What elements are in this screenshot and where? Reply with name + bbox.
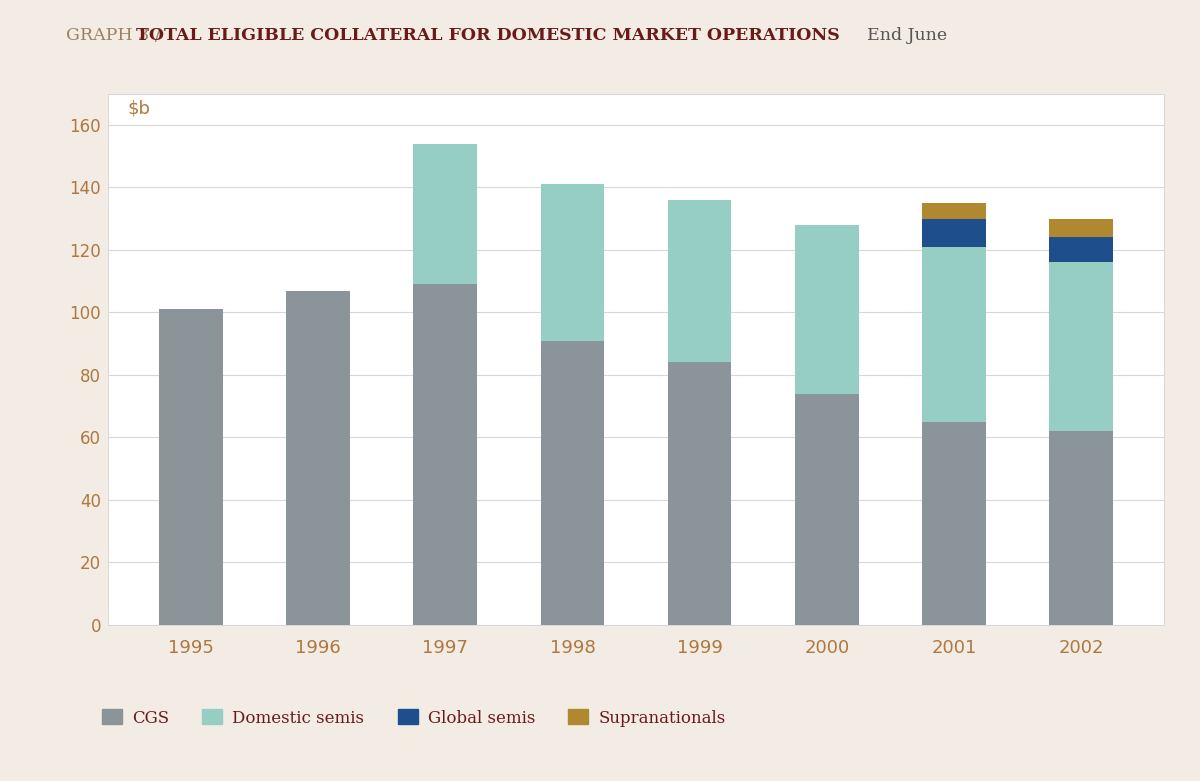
Bar xyxy=(668,200,732,362)
Bar xyxy=(796,225,859,394)
Bar xyxy=(286,291,349,625)
Text: TOTAL ELIGIBLE COLLATERAL FOR DOMESTIC MARKET OPERATIONS: TOTAL ELIGIBLE COLLATERAL FOR DOMESTIC M… xyxy=(136,27,839,45)
Text: GRAPH 3 /: GRAPH 3 / xyxy=(66,27,166,45)
Bar xyxy=(1050,237,1114,262)
Bar xyxy=(923,219,986,247)
Bar xyxy=(923,247,986,422)
Legend: CGS, Domestic semis, Global semis, Supranationals: CGS, Domestic semis, Global semis, Supra… xyxy=(95,703,732,733)
Bar xyxy=(796,394,859,625)
Bar xyxy=(1050,262,1114,431)
Bar xyxy=(540,184,604,341)
Bar xyxy=(413,284,476,625)
Bar xyxy=(1050,219,1114,237)
Bar xyxy=(923,422,986,625)
Bar xyxy=(158,309,222,625)
Text: End June: End June xyxy=(856,27,947,45)
Bar xyxy=(413,144,476,284)
Bar xyxy=(540,341,604,625)
Bar xyxy=(923,203,986,219)
Bar xyxy=(668,362,732,625)
Text: $b: $b xyxy=(127,100,150,118)
Bar xyxy=(1050,431,1114,625)
